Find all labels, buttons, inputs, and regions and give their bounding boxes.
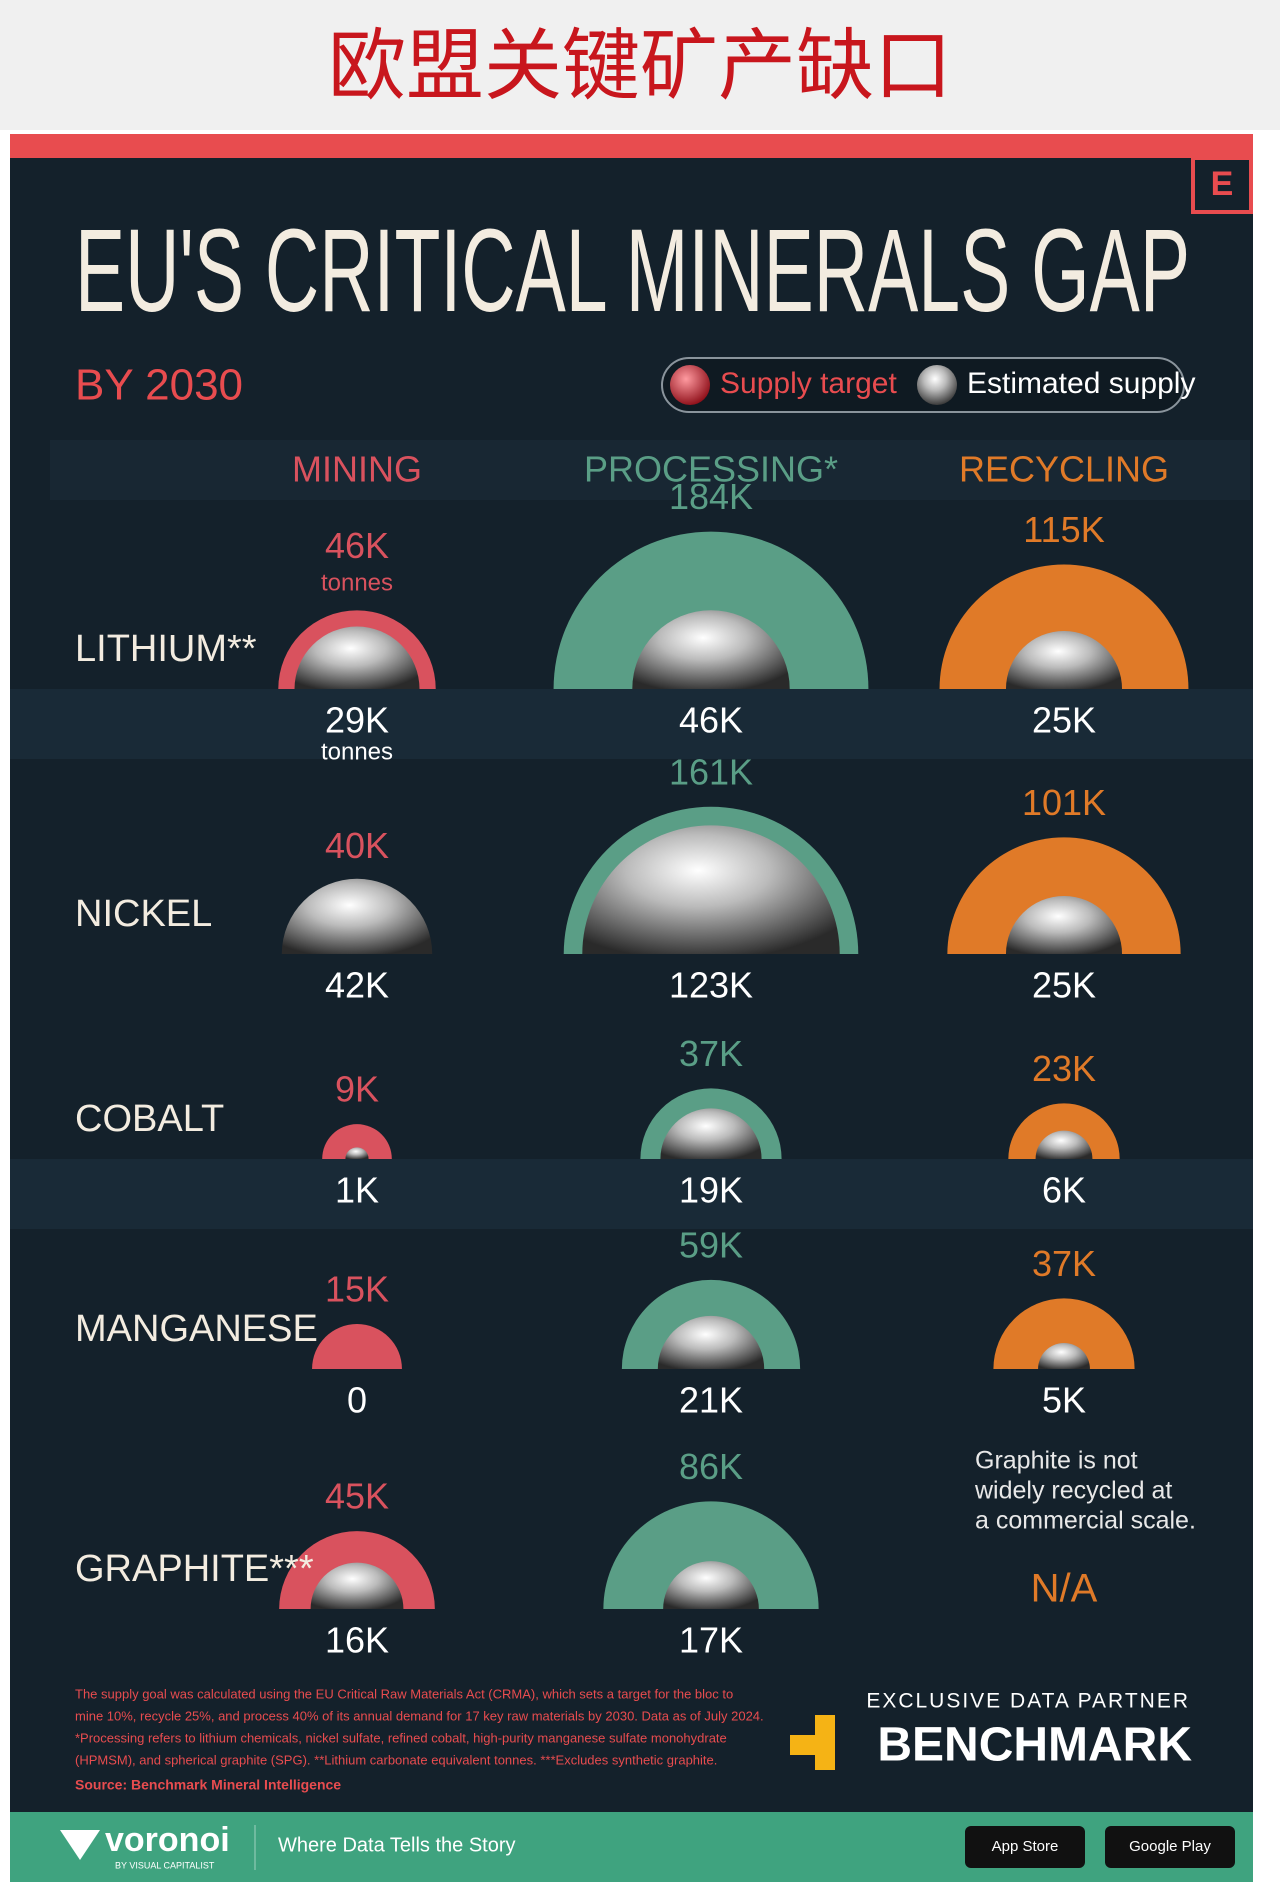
app-store-button[interactable] (965, 1826, 1085, 1868)
source: Source: Benchmark Mineral Intelligence (75, 1777, 341, 1793)
column-header: MINING (292, 449, 422, 490)
footnote: mine 10%, recycle 25%, and process 40% o… (75, 1708, 764, 1723)
target-label: 184K (669, 476, 753, 517)
target-label: 9K (335, 1069, 379, 1110)
supply-sphere (1005, 895, 1123, 954)
header-bg (0, 0, 1280, 130)
target-label: 86K (679, 1446, 743, 1487)
target-label: N/A (1031, 1567, 1098, 1611)
supply-label: 25K (1032, 700, 1096, 741)
app-store-label[interactable]: App Store (992, 1838, 1059, 1855)
supply-label: 42K (325, 965, 389, 1006)
note: Graphite is not (975, 1447, 1138, 1475)
row-label: COBALT (75, 1098, 224, 1140)
legend-swatch (917, 365, 957, 405)
footnote: The supply goal was calculated using the… (75, 1686, 733, 1701)
target-arc (947, 837, 1181, 954)
target-label: 40K (325, 825, 389, 866)
supply-label: 21K (679, 1380, 743, 1421)
supply-label: 19K (679, 1170, 743, 1211)
footnote: *Processing refers to lithium chemicals,… (75, 1730, 727, 1745)
partner-logo (790, 1715, 835, 1770)
target-label: 46K (325, 525, 389, 566)
target-arc (553, 531, 869, 689)
supply-label: 123K (669, 965, 753, 1006)
supply-label: 29K (325, 700, 389, 741)
chart-title: EU'S CRITICAL MINERALS GAP (75, 205, 1190, 337)
row-band (10, 1159, 1253, 1229)
row-label: LITHIUM** (75, 628, 257, 670)
supply-label: 5K (1042, 1380, 1086, 1421)
supply-label: 1K (335, 1170, 379, 1211)
legend-label: Estimated supply (967, 367, 1195, 400)
target-arc (322, 1124, 392, 1159)
supply-sphere (663, 1561, 759, 1609)
target-label: 115K (1023, 509, 1104, 550)
footer-brand: voronoi (105, 1821, 230, 1859)
row-label: GRAPHITE*** (75, 1548, 314, 1590)
target-label: 101K (1022, 782, 1106, 823)
target-label: 37K (679, 1033, 743, 1074)
target-label: 59K (679, 1224, 743, 1265)
supply-label: 0 (347, 1380, 367, 1421)
subtitle: BY 2030 (75, 361, 243, 410)
column-header: RECYCLING (959, 449, 1169, 490)
footer-byline: BY VISUAL CAPITALIST (115, 1860, 215, 1870)
legend-label: Supply target (720, 367, 897, 400)
supply-label: 6K (1042, 1170, 1086, 1211)
supply-label: 16K (325, 1620, 389, 1661)
target-label: 161K (669, 751, 753, 792)
unit-label: tonnes (321, 570, 393, 597)
supply-sphere (281, 878, 433, 954)
note: widely recycled at (974, 1477, 1172, 1505)
partner-label: EXCLUSIVE DATA PARTNER (866, 1690, 1190, 1713)
partner-name: BENCHMARK (877, 1719, 1192, 1772)
supply-sphere (632, 610, 790, 689)
google-play-button[interactable] (1105, 1826, 1235, 1868)
supply-sphere (294, 626, 420, 689)
target-arc (603, 1501, 819, 1609)
supply-label: 25K (1032, 965, 1096, 1006)
target-arc (939, 564, 1189, 689)
supply-label: 17K (679, 1620, 743, 1661)
header-band (50, 440, 1250, 500)
unit-label: tonnes (321, 738, 393, 765)
supply-sphere (345, 1147, 369, 1159)
target-label: 15K (325, 1269, 389, 1310)
supply-sphere (660, 1108, 762, 1159)
row-label: NICKEL (75, 893, 212, 935)
supply-sphere (657, 1315, 765, 1369)
note: a commercial scale. (975, 1507, 1196, 1535)
supply-sphere (1038, 1343, 1090, 1369)
google-play-label[interactable]: Google Play (1129, 1838, 1211, 1855)
top-bar (10, 134, 1253, 158)
supply-sphere (582, 825, 840, 954)
supply-sphere (1005, 630, 1123, 689)
target-label: 45K (325, 1476, 389, 1517)
row-label: MANGANESE (75, 1308, 318, 1350)
column-header: PROCESSING* (584, 449, 838, 490)
logo-box (1191, 156, 1253, 214)
target-label: 37K (1032, 1243, 1096, 1284)
header-title: 欧盟关键矿产缺口 (328, 22, 952, 110)
supply-label: 46K (679, 700, 743, 741)
footer-logo (60, 1830, 100, 1860)
logo: E (1211, 165, 1234, 203)
row-band (10, 689, 1253, 759)
footer-tagline: Where Data Tells the Story (278, 1834, 516, 1856)
supply-sphere (1035, 1130, 1093, 1159)
legend-swatch (670, 365, 710, 405)
target-arc (312, 1324, 402, 1369)
footnote: (HPMSM), and spherical graphite (SPG). *… (75, 1752, 717, 1767)
target-label: 23K (1032, 1048, 1096, 1089)
supply-sphere (310, 1562, 404, 1609)
target-arc (993, 1298, 1135, 1369)
